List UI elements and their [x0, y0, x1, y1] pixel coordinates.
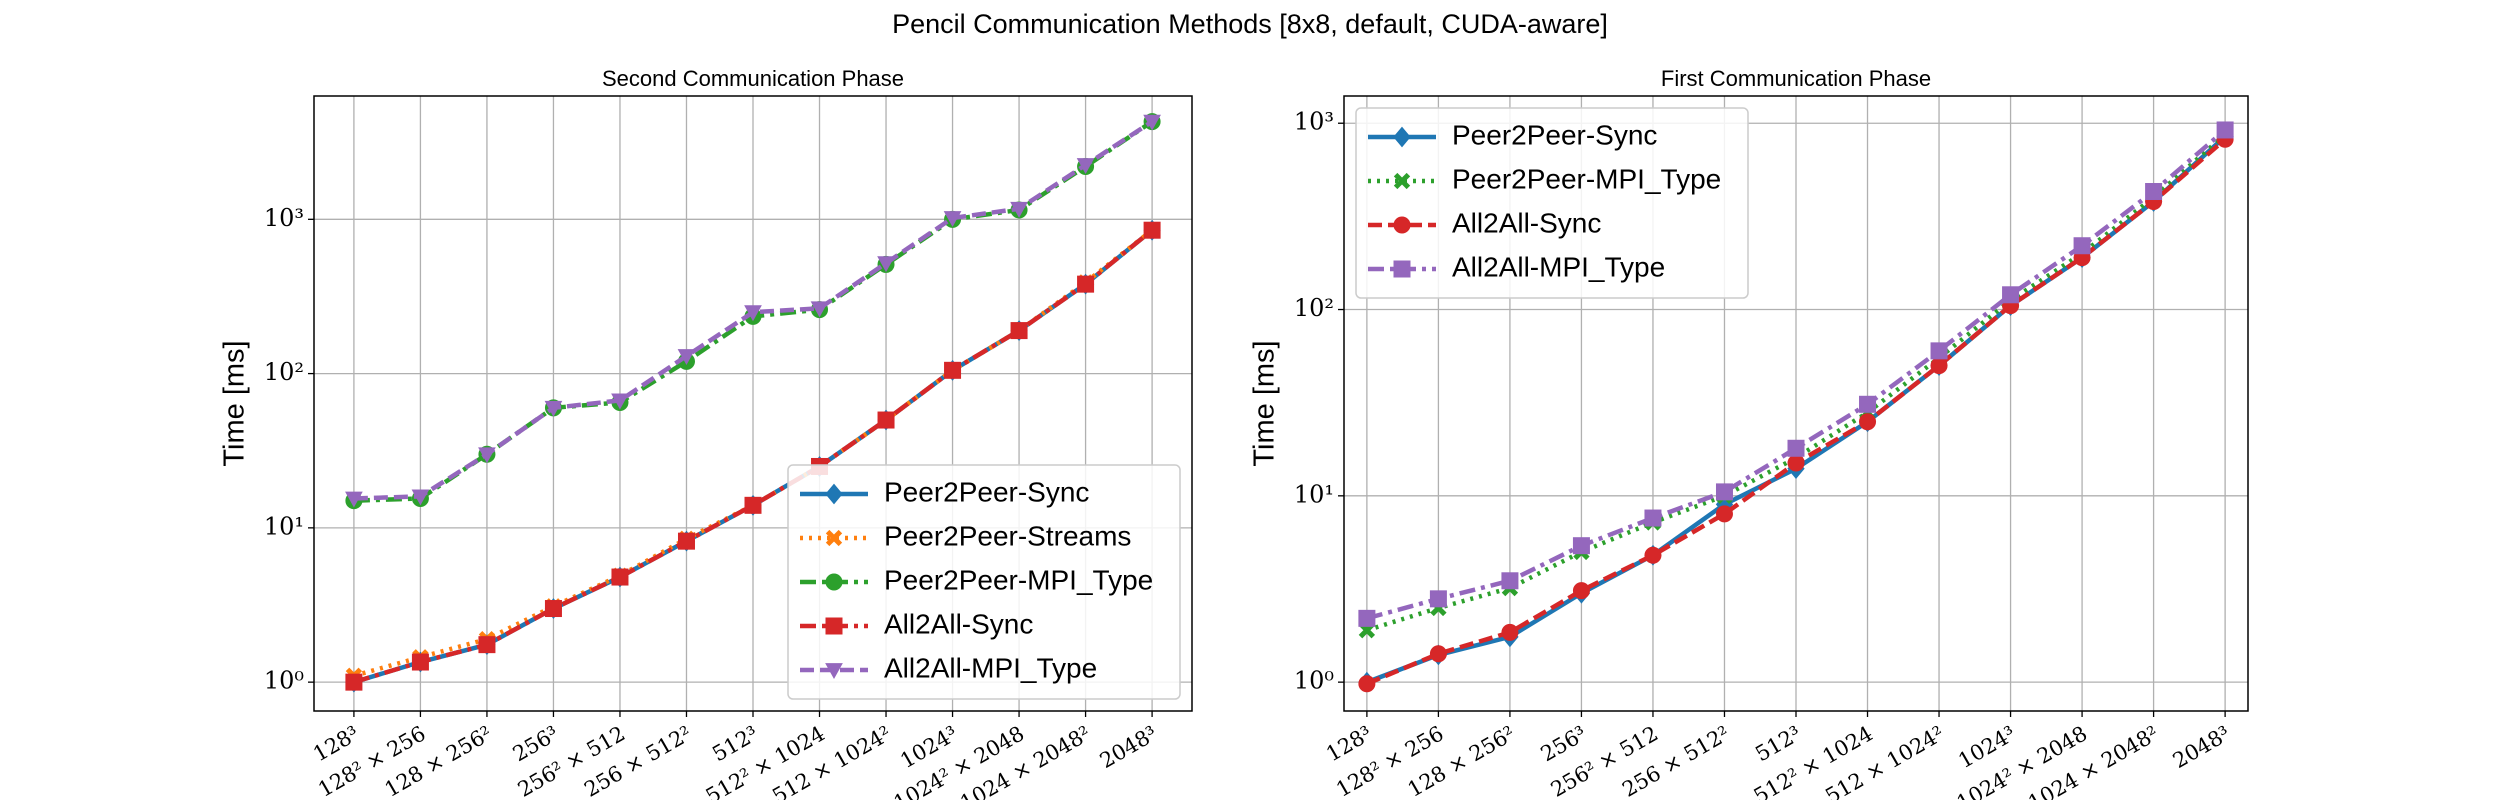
marker — [877, 411, 895, 429]
marker — [877, 256, 895, 273]
marker — [1644, 546, 1662, 564]
marker — [1358, 675, 1376, 693]
legend-label: Peer2Peer-Sync — [884, 476, 1089, 507]
marker — [1572, 537, 1590, 555]
marker — [1077, 275, 1095, 293]
marker — [2216, 121, 2234, 139]
marker — [1787, 439, 1805, 457]
marker — [1715, 483, 1733, 501]
y-tick-label: 10¹ — [1294, 480, 1334, 508]
marker — [744, 496, 762, 514]
marker — [943, 211, 962, 228]
marker — [2002, 286, 2020, 304]
marker — [825, 617, 843, 635]
legend-label: All2All-MPI_Type — [884, 652, 1097, 683]
legend-frame — [1355, 107, 1749, 299]
marker — [478, 447, 496, 464]
legend-label: All2All-Sync — [1452, 207, 1601, 238]
marker — [544, 400, 563, 417]
plot-frame — [313, 95, 1193, 712]
y-tick-label: 10⁰ — [264, 667, 304, 695]
y-tick-label: 10⁰ — [1294, 667, 1334, 695]
marker — [1143, 221, 1161, 239]
legend-label: Peer2Peer-Sync — [1452, 119, 1657, 150]
marker — [1393, 172, 1411, 190]
marker — [345, 673, 363, 691]
marker — [825, 573, 843, 591]
marker — [825, 529, 843, 547]
marker — [1010, 322, 1028, 340]
marker — [611, 568, 629, 586]
marker — [1393, 260, 1411, 278]
marker — [1393, 216, 1411, 234]
marker — [345, 491, 363, 508]
legend: Peer2Peer-Sync Peer2Peer-Streams Peer2Peer… — [787, 464, 1181, 700]
y-tick-label: 10² — [1294, 294, 1334, 322]
legend-label: All2All-MPI_Type — [1452, 251, 1665, 282]
marker — [1143, 114, 1161, 131]
marker — [411, 489, 430, 506]
marker — [544, 600, 562, 618]
marker — [1930, 342, 1948, 360]
marker — [1393, 126, 1411, 148]
marker — [2145, 183, 2163, 201]
y-tick-label: 10¹ — [264, 512, 304, 540]
marker — [1429, 645, 1447, 663]
chart-title: Second Communication Phase — [602, 66, 904, 91]
legend-frame — [787, 464, 1181, 700]
marker — [825, 483, 843, 505]
marker — [478, 636, 496, 654]
marker — [2073, 237, 2091, 255]
figure-title: Pencil Communication Methods [8x8, defau… — [892, 9, 1608, 39]
legend: Peer2Peer-Sync Peer2Peer-MPI_Type All2All-… — [1355, 107, 1749, 299]
marker — [677, 349, 696, 366]
marker — [1429, 590, 1447, 608]
y-axis-label: Time [ms] — [1249, 340, 1281, 466]
marker — [944, 361, 962, 379]
marker — [1715, 505, 1733, 523]
marker — [1644, 509, 1662, 527]
marker — [1572, 582, 1590, 600]
marker — [611, 393, 629, 410]
marker — [1501, 572, 1519, 590]
y-tick-label: 10² — [264, 358, 304, 386]
legend-label: Peer2Peer-Streams — [884, 520, 1131, 551]
legend-label: Peer2Peer-MPI_Type — [884, 564, 1153, 595]
plot-frame — [1343, 95, 2249, 712]
marker — [1076, 158, 1095, 175]
marker — [1930, 357, 1948, 375]
marker — [1859, 395, 1877, 413]
legend-label: All2All-Sync — [884, 608, 1033, 639]
y-axis-label: Time [ms] — [219, 340, 251, 466]
legend-label: Peer2Peer-MPI_Type — [1452, 163, 1721, 194]
y-tick-label: 10³ — [1294, 108, 1334, 136]
marker — [1358, 609, 1376, 627]
chart-title: First Communication Phase — [1661, 66, 1931, 91]
marker — [1010, 201, 1028, 218]
marker — [810, 301, 829, 318]
y-tick-label: 10³ — [264, 204, 304, 232]
marker — [411, 653, 429, 671]
marker — [677, 532, 695, 550]
marker — [744, 305, 762, 322]
marker — [1501, 623, 1519, 641]
marker — [1787, 454, 1805, 472]
marker — [825, 663, 843, 680]
marker — [1859, 413, 1877, 431]
